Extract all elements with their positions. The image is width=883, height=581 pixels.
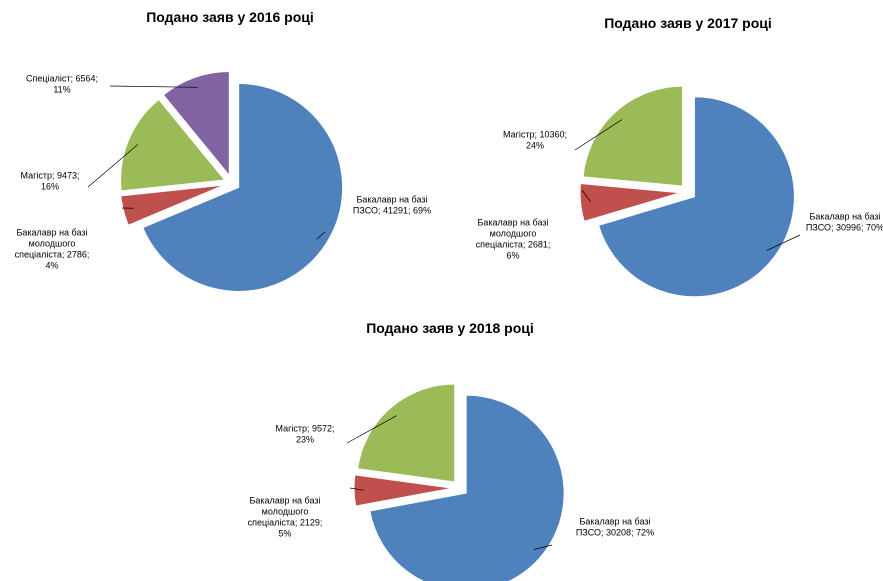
leader-line — [574, 119, 623, 151]
pie-slice — [579, 182, 681, 222]
pie-slice — [120, 98, 226, 192]
data-label-line: Магістр; 9473; — [20, 171, 79, 181]
data-label-line: Магістр; 9572; — [275, 424, 334, 434]
data-label-line: ПЗСО; 30208; 72% — [576, 528, 654, 538]
leader-line — [346, 415, 397, 444]
chart-title: Подано заяв у 2018 році — [366, 320, 534, 336]
data-label: Спеціаліст; 6564; 11% — [26, 74, 98, 95]
data-label: Бакалавр на базі ПЗСО; 30996; 70% — [806, 212, 883, 233]
data-label-line: 16% — [41, 182, 59, 192]
data-label: Бакалавр на базі молодшого спеціаліста; 21… — [248, 496, 323, 539]
chart-title: Подано заяв у 2017 році — [604, 15, 772, 31]
leader-line — [109, 85, 198, 88]
data-label-line: ПЗСО; 30996; 70% — [806, 223, 883, 233]
data-label-line: Бакалавр на базі — [809, 212, 880, 222]
data-label: Магістр; 9473; 16% — [20, 171, 79, 192]
leader-line — [581, 189, 591, 202]
data-label: Магістр; 10360; 24% — [503, 130, 567, 151]
data-label-line: спеціаліста; 2129; — [248, 518, 323, 528]
data-label-line: молодшого — [490, 229, 537, 239]
pie-slice — [162, 70, 230, 177]
leader-line — [316, 231, 326, 240]
pie-slice — [357, 383, 456, 483]
data-label: Бакалавр на базі ПЗСО; 30208; 72% — [576, 517, 654, 538]
chart-title: Подано заяв у 2016 році — [146, 9, 314, 25]
data-label-line: 11% — [53, 85, 70, 95]
data-label: Магістр; 9572; 23% — [275, 424, 334, 445]
pie-slice — [582, 85, 684, 187]
data-label-line: 24% — [526, 141, 544, 151]
data-label-line: 6% — [506, 251, 519, 261]
data-label-line: Бакалавр на базі — [356, 195, 427, 205]
data-label-line: Бакалавр на базі — [477, 218, 548, 228]
data-label-line: спеціаліста; 2786; — [15, 250, 90, 260]
data-label-line: Бакалавр на базі — [249, 496, 320, 506]
pie-slice — [120, 184, 225, 226]
data-label-line: молодшого — [262, 507, 309, 517]
leader-line — [349, 487, 364, 491]
data-label-line: Бакалавр на базі — [16, 228, 87, 238]
pie-slice — [369, 394, 565, 581]
data-label: Бакалавр на базі ПЗСО; 41291; 69% — [353, 195, 431, 216]
data-label-line: Магістр; 10360; — [503, 130, 567, 140]
pie-slice — [353, 474, 453, 507]
data-label-line: Спеціаліст; 6564; — [26, 74, 98, 84]
data-label-line: спеціаліста; 2681; — [476, 240, 551, 250]
data-label-line: 5% — [278, 529, 291, 539]
data-label-line: 4% — [45, 261, 58, 271]
leader-line — [87, 144, 139, 188]
leader-line — [766, 234, 801, 251]
pie-slice — [597, 96, 795, 298]
pie-slice — [142, 82, 344, 292]
data-label-line: ПЗСО; 41291; 69% — [353, 206, 431, 216]
data-label-line: молодшого — [29, 239, 76, 249]
data-label-line: 23% — [296, 435, 314, 445]
leader-line — [533, 544, 553, 550]
data-label-line: Бакалавр на базі — [579, 517, 650, 527]
data-label: Бакалавр на базі молодшого спеціаліста; 26… — [476, 218, 551, 261]
data-label: Бакалавр на базі молодшого спеціаліста; 27… — [15, 228, 90, 271]
